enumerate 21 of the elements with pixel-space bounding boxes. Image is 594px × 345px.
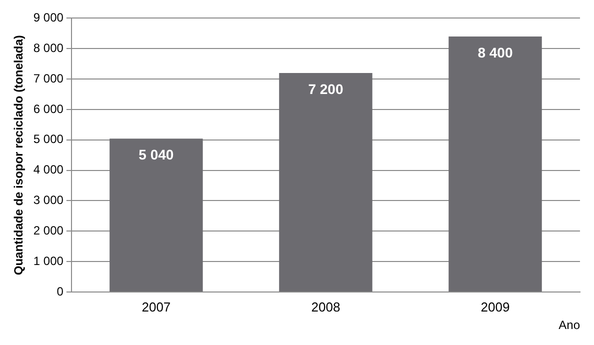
- data-label: 7 200: [308, 80, 344, 97]
- y-tick-label: 4 000: [33, 162, 64, 177]
- x-tick-label: 2008: [311, 299, 340, 314]
- y-tick-label: 0: [56, 284, 64, 298]
- bar: [448, 36, 542, 292]
- bar: [279, 72, 372, 292]
- data-label: 8 400: [478, 44, 513, 60]
- y-tick-label: 8 000: [33, 40, 64, 55]
- x-tick-label: 2009: [480, 299, 510, 314]
- bar: [110, 138, 203, 292]
- data-label: 5 040: [138, 146, 174, 163]
- y-tick-label: 6 000: [33, 102, 64, 116]
- y-tick-label: 3 000: [33, 193, 64, 208]
- y-tick-label: 5 000: [33, 132, 64, 146]
- y-tick-label: 2 000: [33, 223, 64, 238]
- x-tick-label: 2007: [142, 299, 171, 314]
- y-tick-label: 1 000: [33, 254, 64, 268]
- y-tick-label: 9 000: [33, 10, 64, 25]
- y-tick-label: 7 000: [33, 71, 64, 86]
- x-axis-title: Ano: [558, 318, 580, 332]
- y-axis-title: Quantidade de isopor reciclado (tonelada): [12, 35, 26, 276]
